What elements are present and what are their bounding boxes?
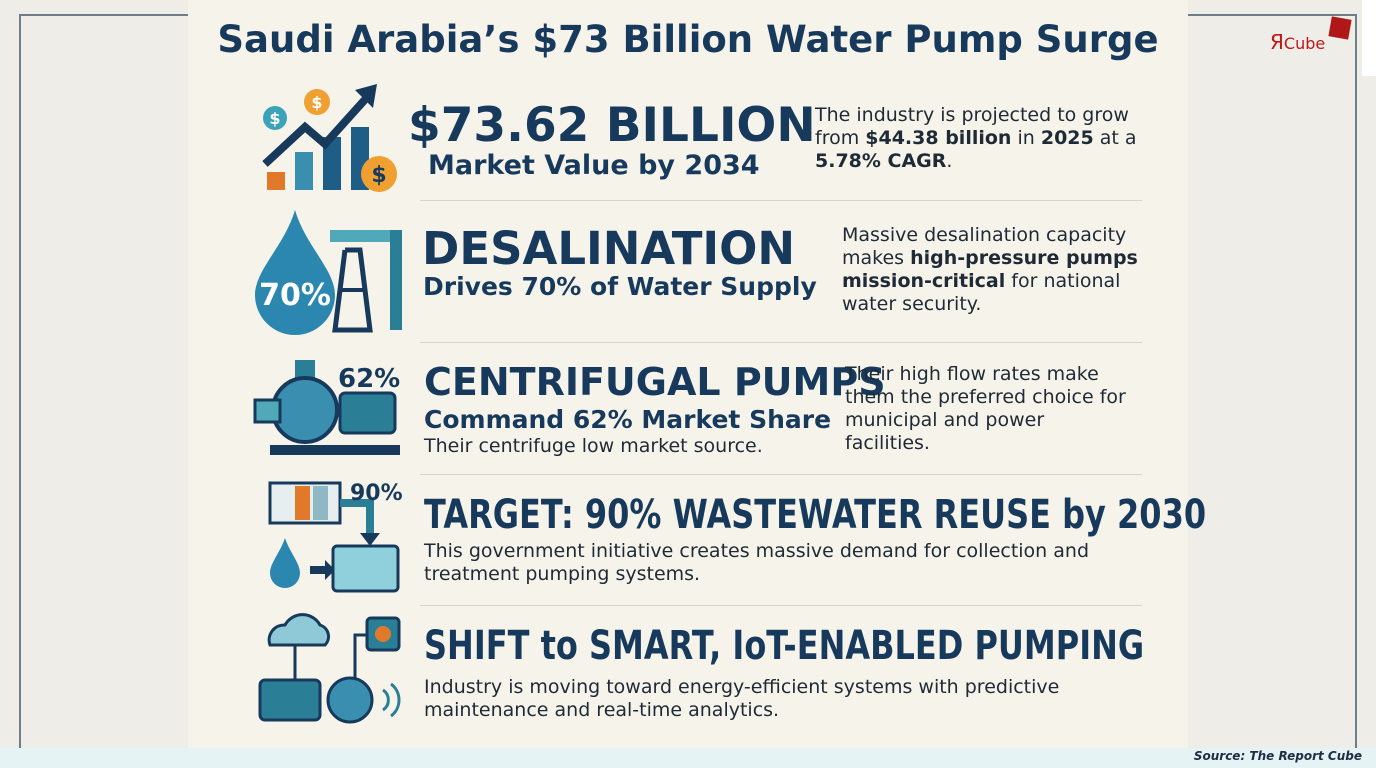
description: The industry is projected to grow from $… (815, 104, 1150, 173)
coin-symbol: $ (269, 109, 280, 128)
logo: ЯCube (1270, 30, 1325, 54)
iot-icon (258, 613, 401, 724)
coin-symbol: $ (371, 163, 386, 188)
text-segment: high-pressure pumps mission-critical (842, 247, 1138, 292)
text-segment: Their high flow rates make them the pref… (845, 363, 1126, 454)
note: Their centrifuge low market source. (424, 435, 763, 457)
growth-icon: $ $ $ (262, 84, 397, 192)
icon-label: 90% (350, 481, 403, 506)
divider (420, 605, 1142, 606)
text-segment: . (946, 150, 953, 172)
subheadline: Market Value by 2034 (428, 150, 760, 181)
text-segment: Industry is moving toward energy-efficie… (424, 676, 1060, 721)
text-segment: The industry is projected to grow from (815, 104, 1129, 149)
coin-symbol: $ (311, 93, 322, 112)
icon-label: 70% (259, 278, 331, 313)
source: Source: The Report Cube (1193, 749, 1362, 763)
text-segment: Massive desalination capacity makes (842, 224, 1127, 269)
text-segment: This government initiative creates massi… (424, 540, 1090, 585)
divider (420, 342, 1142, 343)
text-segment: $44.38 billion (865, 127, 1012, 149)
headline: TARGET: 90% WASTEWATER REUSE by 2030 (424, 492, 1207, 538)
headline: CENTRIFUGAL PUMPS (424, 360, 886, 404)
text-segment: 2025 (1040, 127, 1094, 149)
reuse-icon: 90% (268, 481, 403, 593)
title: Saudi Arabia’s $73 Billion Water Pump Su… (217, 18, 1159, 61)
pump-icon: 62% (253, 360, 400, 455)
description: Massive desalination capacity makes high… (842, 224, 1142, 316)
icon-label: 62% (338, 364, 400, 394)
desalination-icon: 70% (255, 210, 402, 335)
headline: SHIFT to SMART, IoT-ENABLED PUMPING (424, 623, 1145, 669)
description: This government initiative creates massi… (424, 540, 1144, 586)
text-segment: for national water security. (842, 270, 1121, 315)
frame (19, 0, 1376, 748)
text-segment: at a (1093, 127, 1137, 149)
subheadline: Command 62% Market Share (424, 405, 832, 434)
divider (420, 474, 1142, 475)
logo-text: Cube (1283, 34, 1326, 53)
description: Industry is moving toward energy-efficie… (424, 676, 1144, 722)
text-segment: 5.78% CAGR (815, 150, 947, 172)
logo-mark: Я (1270, 30, 1284, 54)
divider (420, 200, 1142, 201)
subheadline: Drives 70% of Water Supply (423, 272, 817, 301)
headline: $73.62 BILLION (408, 98, 816, 153)
description: Their high flow rates make them the pref… (845, 363, 1135, 455)
text-segment: in (1011, 127, 1041, 149)
headline: DESALINATION (422, 222, 796, 275)
panel (188, 0, 1188, 748)
footer (0, 748, 1376, 768)
